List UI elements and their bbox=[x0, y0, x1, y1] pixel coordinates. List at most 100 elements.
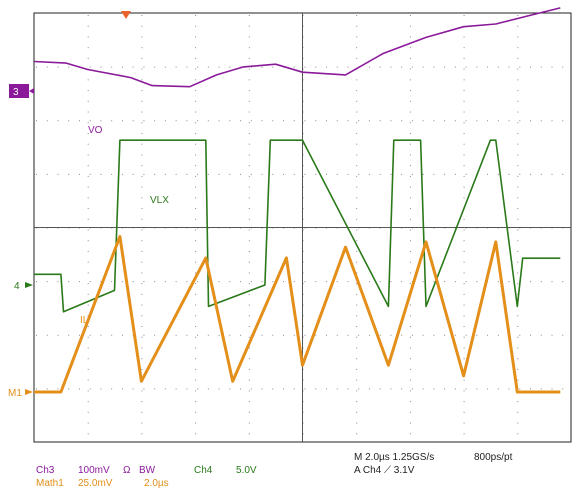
grid-dot bbox=[141, 25, 143, 27]
ch4-marker: 4 bbox=[14, 281, 33, 292]
grid-dot bbox=[141, 261, 143, 263]
grid-dot bbox=[356, 132, 358, 134]
grid-dot bbox=[463, 347, 465, 349]
readout-record: 800ps/pt bbox=[474, 452, 513, 463]
grid-dot bbox=[121, 281, 123, 283]
grid-dot bbox=[409, 218, 411, 220]
grid-dot bbox=[248, 132, 250, 134]
grid-dot bbox=[250, 120, 252, 122]
grid-dot bbox=[164, 281, 166, 283]
grid-dot bbox=[195, 240, 197, 242]
grid-dot bbox=[248, 15, 250, 16]
grid-dot bbox=[195, 433, 197, 435]
grid-dot bbox=[283, 173, 285, 175]
grid-dot bbox=[356, 358, 358, 360]
grid-dot bbox=[409, 261, 411, 263]
grid-dot bbox=[141, 347, 143, 349]
grid-dot bbox=[87, 240, 89, 242]
grid-dot bbox=[175, 120, 177, 122]
grid-dot bbox=[132, 281, 134, 283]
grid-dot bbox=[487, 120, 489, 122]
grid-dot bbox=[68, 334, 70, 336]
grid-dot bbox=[261, 281, 263, 283]
grid-dot bbox=[463, 111, 465, 113]
grid-dot bbox=[356, 433, 358, 435]
il-label: IL bbox=[80, 315, 89, 326]
grid-dot bbox=[89, 173, 91, 175]
grid-dot bbox=[154, 334, 156, 336]
grid-dot bbox=[411, 334, 413, 336]
grid-dot bbox=[143, 388, 145, 390]
grid-dot bbox=[540, 281, 542, 283]
grid-dot bbox=[433, 173, 435, 175]
grid-dot bbox=[141, 36, 143, 38]
grid-dot bbox=[195, 111, 197, 113]
grid-dot bbox=[463, 143, 465, 145]
grid-dot bbox=[347, 281, 349, 283]
grid-dot bbox=[195, 68, 197, 70]
grid-dot bbox=[248, 358, 250, 360]
grid-dot bbox=[463, 261, 465, 263]
grid-dot bbox=[356, 186, 358, 188]
grid-dot bbox=[465, 388, 467, 390]
grid-dot bbox=[248, 304, 250, 306]
grid-dot bbox=[293, 281, 295, 283]
grid-dot bbox=[248, 79, 250, 81]
grid-dot bbox=[409, 240, 411, 242]
grid-dot bbox=[519, 388, 521, 390]
grid-dot bbox=[463, 197, 465, 199]
grid-dot bbox=[240, 334, 242, 336]
grid-dot bbox=[46, 173, 48, 175]
grid-dot bbox=[141, 218, 143, 220]
grid-dot bbox=[530, 66, 532, 68]
grid-dot bbox=[497, 388, 499, 390]
grid-dot bbox=[195, 229, 197, 231]
grid-dot bbox=[293, 388, 295, 390]
grid-dot bbox=[195, 25, 197, 27]
grid-dot bbox=[463, 79, 465, 81]
grid-dot bbox=[356, 304, 358, 306]
grid-dot bbox=[356, 47, 358, 49]
grid-dot bbox=[121, 388, 123, 390]
grid-dot bbox=[530, 388, 532, 390]
grid-dot bbox=[463, 283, 465, 285]
grid-dot bbox=[248, 379, 250, 381]
grid-dot bbox=[141, 229, 143, 231]
grid-dot bbox=[422, 334, 424, 336]
grid-dot bbox=[141, 100, 143, 102]
grid-dot bbox=[304, 281, 306, 283]
grid-dot bbox=[195, 315, 197, 317]
grid-dot bbox=[175, 334, 177, 336]
grid-dot bbox=[240, 388, 242, 390]
grid-dot bbox=[433, 334, 435, 336]
grid-dot bbox=[272, 281, 274, 283]
grid-dot bbox=[272, 173, 274, 175]
grid-dot bbox=[87, 15, 89, 16]
grid-dot bbox=[476, 281, 478, 283]
grid-dot bbox=[517, 347, 519, 349]
trace-il bbox=[34, 235, 561, 394]
grid-dot bbox=[132, 120, 134, 122]
grid-dot bbox=[240, 120, 242, 122]
grid-dot bbox=[248, 47, 250, 49]
grid-dot bbox=[141, 304, 143, 306]
grid-dot bbox=[87, 111, 89, 113]
grid-dot bbox=[46, 334, 48, 336]
grid-dot bbox=[283, 334, 285, 336]
grid-dot bbox=[517, 15, 519, 16]
grid-dot bbox=[422, 120, 424, 122]
traces bbox=[33, 7, 561, 394]
grid-dot bbox=[143, 281, 145, 283]
grid-dot bbox=[465, 281, 467, 283]
grid-dot bbox=[111, 388, 113, 390]
grid-dot bbox=[87, 272, 89, 274]
grid-dot bbox=[409, 326, 411, 328]
grid-dot bbox=[463, 240, 465, 242]
grid-dot bbox=[517, 57, 519, 59]
grid-dot bbox=[336, 281, 338, 283]
grid-dot bbox=[463, 250, 465, 252]
grid-dot bbox=[409, 36, 411, 38]
grid-dot bbox=[517, 433, 519, 435]
readout-math1-name: Math1 bbox=[36, 478, 64, 489]
grid-dot bbox=[487, 173, 489, 175]
